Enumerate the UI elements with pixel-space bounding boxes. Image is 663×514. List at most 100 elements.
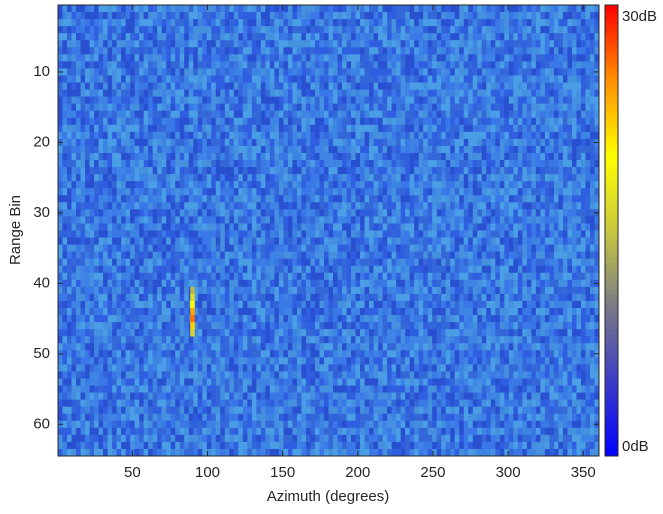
- noise-cell: [310, 47, 315, 54]
- noise-cell: [567, 174, 572, 181]
- noise-cell: [306, 216, 311, 223]
- noise-cell: [351, 104, 356, 111]
- noise-cell: [310, 174, 315, 181]
- noise-cell: [563, 252, 568, 259]
- noise-cell: [410, 33, 415, 40]
- noise-cell: [171, 68, 176, 75]
- noise-cell: [126, 97, 131, 104]
- noise-cell: [401, 174, 406, 181]
- noise-cell: [486, 209, 491, 216]
- noise-cell: [58, 202, 63, 209]
- noise-cell: [103, 153, 108, 160]
- noise-cell: [509, 68, 514, 75]
- noise-cell: [103, 209, 108, 216]
- noise-cell: [590, 195, 595, 202]
- noise-cell: [419, 97, 424, 104]
- noise-cell: [414, 280, 419, 287]
- noise-cell: [126, 181, 131, 188]
- noise-cell: [347, 118, 352, 125]
- noise-cell: [464, 19, 469, 26]
- noise-cell: [329, 280, 334, 287]
- noise-cell: [387, 167, 392, 174]
- noise-cell: [392, 245, 397, 252]
- noise-cell: [112, 118, 117, 125]
- noise-cell: [378, 12, 383, 19]
- noise-cell: [468, 153, 473, 160]
- noise-cell: [216, 19, 221, 26]
- noise-cell: [531, 5, 536, 12]
- noise-cell: [567, 238, 572, 245]
- noise-cell: [148, 90, 153, 97]
- noise-cell: [554, 83, 559, 90]
- noise-cell: [108, 266, 113, 273]
- noise-cell: [238, 83, 243, 90]
- noise-cell: [130, 125, 135, 132]
- noise-cell: [423, 118, 428, 125]
- noise-cell: [103, 280, 108, 287]
- noise-cell: [220, 181, 225, 188]
- noise-cell: [184, 202, 189, 209]
- noise-cell: [464, 118, 469, 125]
- noise-cell: [279, 118, 284, 125]
- noise-cell: [423, 54, 428, 61]
- noise-cell: [94, 139, 99, 146]
- noise-cell: [220, 259, 225, 266]
- noise-cell: [99, 174, 104, 181]
- noise-cell: [576, 160, 581, 167]
- noise-cell: [374, 5, 379, 12]
- noise-cell: [126, 294, 131, 301]
- noise-cell: [554, 90, 559, 97]
- noise-cell: [319, 97, 324, 104]
- noise-cell: [567, 231, 572, 238]
- noise-cell: [387, 266, 392, 273]
- noise-cell: [459, 287, 464, 294]
- noise-cell: [270, 111, 275, 118]
- noise-cell: [279, 202, 284, 209]
- noise-cell: [513, 97, 518, 104]
- noise-cell: [292, 68, 297, 75]
- noise-cell: [351, 223, 356, 230]
- noise-cell: [126, 132, 131, 139]
- noise-cell: [121, 209, 126, 216]
- noise-cell: [423, 287, 428, 294]
- noise-cell: [536, 174, 541, 181]
- noise-cell: [252, 259, 257, 266]
- noise-cell: [234, 111, 239, 118]
- noise-cell: [234, 19, 239, 26]
- noise-cell: [90, 146, 95, 153]
- noise-cell: [310, 209, 315, 216]
- noise-cell: [211, 202, 216, 209]
- noise-cell: [504, 266, 509, 273]
- noise-cell: [563, 231, 568, 238]
- noise-cell: [279, 273, 284, 280]
- noise-cell: [202, 280, 207, 287]
- noise-cell: [108, 139, 113, 146]
- noise-cell: [558, 40, 563, 47]
- noise-cell: [441, 104, 446, 111]
- noise-cell: [540, 266, 545, 273]
- noise-cell: [297, 294, 302, 301]
- noise-cell: [464, 33, 469, 40]
- noise-cell: [238, 195, 243, 202]
- noise-cell: [500, 280, 505, 287]
- noise-cell: [563, 273, 568, 280]
- noise-cell: [58, 26, 63, 33]
- noise-cell: [441, 209, 446, 216]
- noise-cell: [238, 132, 243, 139]
- noise-cell: [540, 118, 545, 125]
- noise-cell: [491, 5, 496, 12]
- noise-cell: [455, 97, 460, 104]
- noise-cell: [216, 188, 221, 195]
- noise-cell: [130, 33, 135, 40]
- noise-cell: [450, 75, 455, 82]
- noise-cell: [333, 202, 338, 209]
- noise-cell: [572, 195, 577, 202]
- noise-cell: [369, 33, 374, 40]
- noise-cell: [279, 245, 284, 252]
- noise-cell: [585, 188, 590, 195]
- noise-cell: [58, 47, 63, 54]
- noise-cell: [81, 216, 86, 223]
- noise-cell: [220, 132, 225, 139]
- noise-cell: [94, 146, 99, 153]
- noise-cell: [184, 132, 189, 139]
